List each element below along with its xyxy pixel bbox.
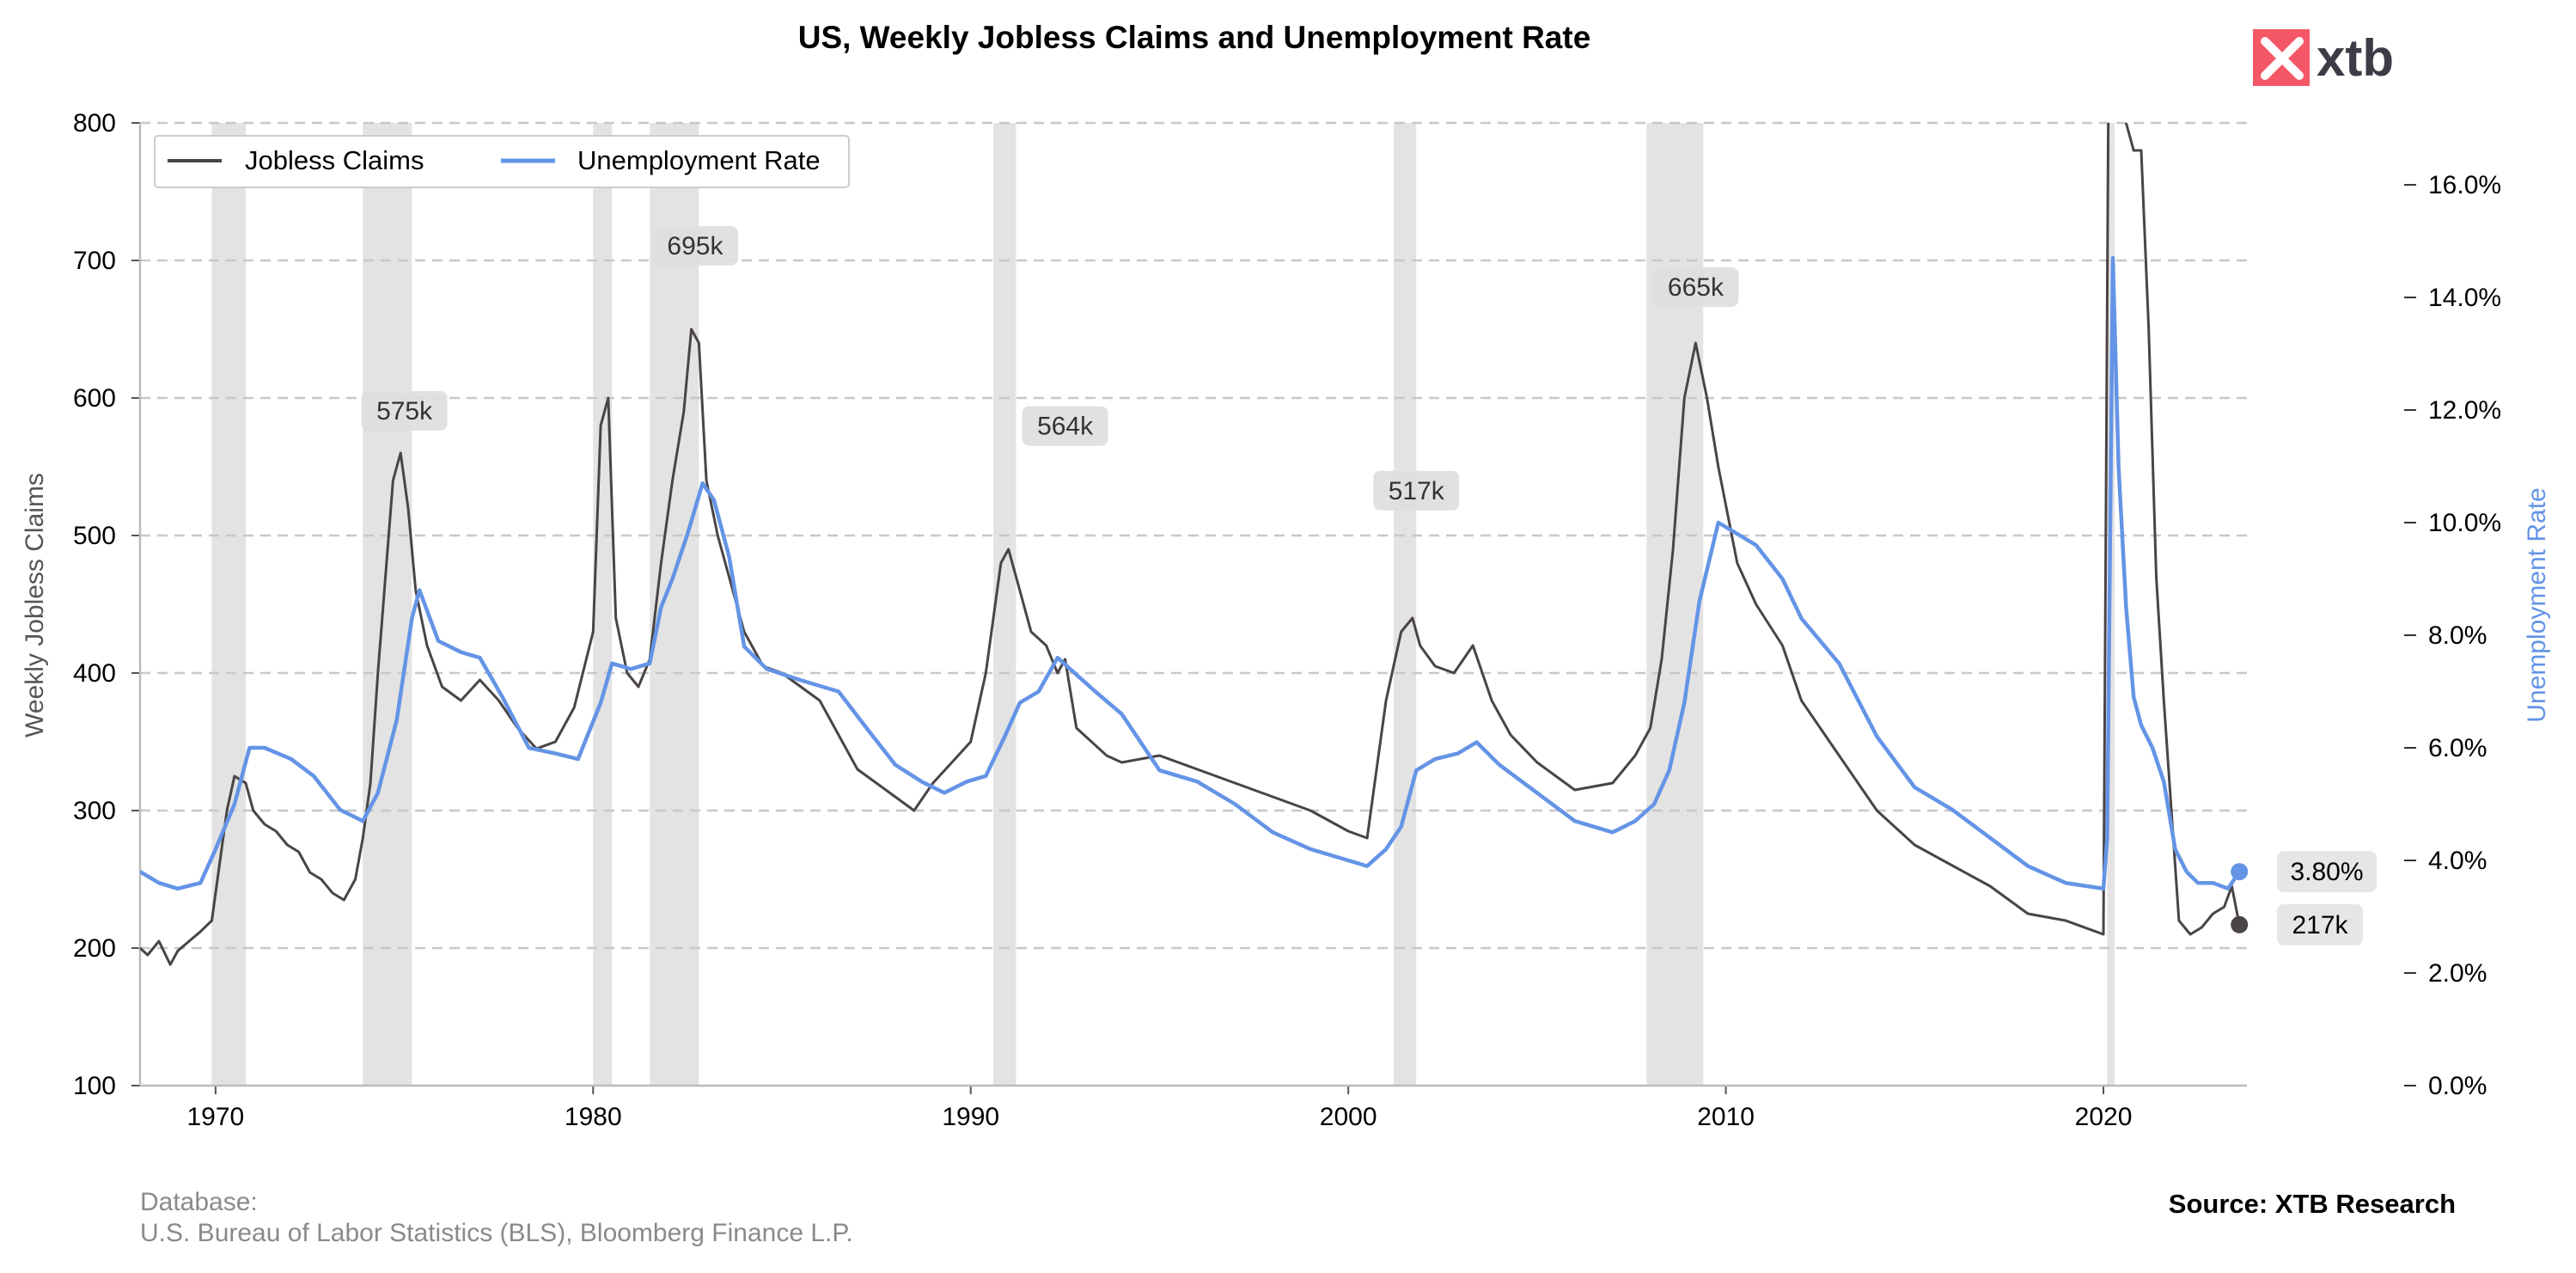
legend-label-claims: Jobless Claims — [245, 145, 424, 175]
y2-tick-label-2: 2.0% — [2428, 959, 2487, 988]
last-point-unemployment — [2231, 863, 2249, 881]
peak-label-2: 564k — [1037, 413, 1094, 441]
peak-label-box-1 — [651, 226, 738, 266]
peak-label-box-0 — [361, 391, 448, 431]
series — [140, 123, 2242, 966]
y2-tick-label-14: 14.0% — [2428, 284, 2501, 312]
y-axis-label-right: Unemployment Rate — [2523, 487, 2551, 722]
chart-title: US, Weekly Jobless Claims and Unemployme… — [798, 20, 1591, 55]
last-values: 3.80% 217k — [2231, 851, 2377, 946]
series-line-jobless-claims — [140, 123, 2241, 966]
recession-bands — [211, 123, 2115, 1086]
y-tick-label-600: 600 — [73, 384, 116, 413]
last-label-unemployment: 3.80% — [2290, 858, 2363, 886]
y-tick-label-400: 400 — [73, 659, 116, 688]
y2-tick-label-0: 0.0% — [2428, 1072, 2487, 1100]
y2-tick-label-6: 6.0% — [2428, 734, 2487, 762]
peak-labels: 575k 695k 564k 517k 665k — [361, 226, 1739, 511]
xtb-logo-text: xtb — [2317, 29, 2394, 87]
peak-label-box-4 — [1652, 267, 1739, 307]
peak-label-box-2 — [1022, 406, 1108, 446]
recession-band-1 — [363, 123, 412, 1086]
y-tick-label-100: 100 — [73, 1072, 116, 1100]
y2-tick-label-16: 16.0% — [2428, 171, 2501, 199]
x-tick-label-2000: 2000 — [1320, 1103, 1377, 1131]
y-tick-label-800: 800 — [73, 109, 116, 138]
legend-label-unemployment: Unemployment Rate — [577, 145, 821, 175]
recession-band-3 — [650, 123, 699, 1086]
y-tick-label-300: 300 — [73, 797, 116, 825]
peak-label-0: 575k — [376, 397, 433, 425]
last-label-claims: 217k — [2292, 911, 2348, 939]
y2-tick-label-8: 8.0% — [2428, 621, 2487, 650]
last-label-box-claims — [2277, 903, 2363, 946]
peak-label-4: 665k — [1668, 273, 1724, 302]
recession-band-2 — [593, 123, 613, 1086]
legend: Jobless Claims Unemployment Rate — [154, 135, 850, 188]
recession-band-4 — [993, 123, 1016, 1086]
x-tick-label-2020: 2020 — [2075, 1103, 2133, 1131]
last-point-claims — [2231, 915, 2249, 933]
y2-tick-label-4: 4.0% — [2428, 847, 2487, 875]
y-tick-label-500: 500 — [73, 522, 116, 550]
footer-source: Source: XTB Research — [2169, 1189, 2456, 1219]
y2-tick-label-12: 12.0% — [2428, 396, 2501, 425]
x-tick-label-2010: 2010 — [1697, 1103, 1755, 1131]
x-tick-label-1980: 1980 — [565, 1103, 622, 1131]
y-tick-label-700: 700 — [73, 247, 116, 275]
series-line-unemployment-rate — [140, 255, 2242, 891]
y2-tick-label-10: 10.0% — [2428, 509, 2501, 537]
footer-database-label: Database: — [140, 1188, 258, 1216]
recession-band-5 — [1393, 123, 1417, 1086]
xtb-logo: xtb — [2253, 29, 2394, 87]
x-tick-label-1990: 1990 — [942, 1103, 999, 1131]
y-axis-label-left: Weekly Jobless Claims — [21, 473, 49, 737]
axes: 100 200 300 400 500 600 700 800 0.0% 2.0% 4.0% 6.0%… — [73, 109, 2501, 1131]
x-tick-label-1970: 1970 — [187, 1103, 245, 1131]
last-label-box-unemployment — [2277, 851, 2377, 893]
grid — [140, 121, 2247, 950]
peak-label-box-3 — [1373, 470, 1460, 511]
y-tick-label-200: 200 — [73, 934, 116, 963]
peak-label-1: 695k — [667, 232, 723, 260]
recession-band-0 — [211, 123, 247, 1086]
footer-database-sources: U.S. Bureau of Labor Statistics (BLS), B… — [140, 1219, 853, 1247]
peak-label-3: 517k — [1389, 477, 1445, 505]
xtb-logo-cross — [2261, 37, 2304, 80]
